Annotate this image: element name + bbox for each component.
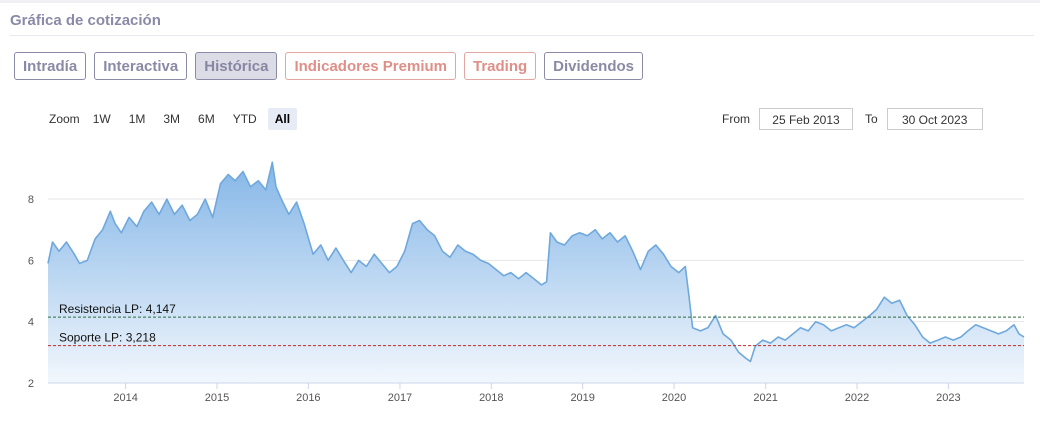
y-tick-label: 2 — [28, 378, 34, 390]
x-tick-label: 2021 — [753, 392, 777, 404]
price-line — [47, 161, 1025, 363]
from-label: From — [722, 112, 750, 126]
annotation-label-support: Soporte LP: 3,218 — [59, 331, 156, 345]
zoom-selector: Zoom 1W 1M 3M 6M YTD All — [49, 108, 301, 130]
x-tick-label: 2016 — [296, 392, 320, 404]
x-tick-label: 2015 — [205, 392, 229, 404]
y-tick-label: 4 — [28, 317, 34, 329]
zoom-button-6m[interactable]: 6M — [198, 112, 215, 126]
zoom-button-1m[interactable]: 1M — [128, 112, 146, 126]
tab-histórica[interactable]: Histórica — [195, 52, 278, 80]
zoom-button-ytd[interactable]: YTD — [232, 112, 257, 126]
title-divider — [10, 35, 1034, 36]
x-tick-label: 2022 — [845, 392, 869, 404]
zoom-label: Zoom — [49, 112, 80, 126]
tab-interactiva[interactable]: Interactiva — [94, 52, 188, 80]
zoom-button-all[interactable]: All — [267, 108, 298, 130]
to-label: To — [865, 112, 878, 126]
zoom-button-1w[interactable]: 1W — [92, 112, 111, 126]
tab-dividendos[interactable]: Dividendos — [544, 52, 644, 80]
from-date-input[interactable]: 25 Feb 2013 — [759, 108, 853, 130]
page-title: Gráfica de cotización — [10, 12, 161, 29]
x-tick-label: 2023 — [936, 392, 960, 404]
price-area — [48, 162, 1024, 383]
tab-intradía[interactable]: Intradía — [14, 52, 87, 80]
tab-trading[interactable]: Trading — [464, 52, 537, 80]
x-tick-label: 2018 — [479, 392, 503, 404]
price-chart[interactable]: 2 4 6 8 Resistencia LP: 4,147 Soporte LP: 3,2… — [0, 150, 1040, 429]
date-range: From 25 Feb 2013 To 30 Oct 2023 — [722, 108, 983, 130]
zoom-button-3m[interactable]: 3M — [163, 112, 181, 126]
x-tick-label: 2019 — [570, 392, 594, 404]
chart-tabs: Intradía Interactiva Histórica Indicadores … — [14, 52, 644, 80]
annotation-label-resistance: Resistencia LP: 4,147 — [59, 302, 176, 316]
x-tick-label: 2020 — [662, 392, 686, 404]
top-border — [0, 0, 1040, 3]
y-tick-label: 6 — [28, 255, 34, 267]
x-tick-label: 2014 — [113, 392, 137, 404]
x-tick-label: 2017 — [388, 392, 412, 404]
to-date-input[interactable]: 30 Oct 2023 — [886, 108, 983, 130]
tab-indicadores-premium[interactable]: Indicadores Premium — [285, 52, 456, 80]
y-tick-label: 8 — [28, 194, 34, 206]
